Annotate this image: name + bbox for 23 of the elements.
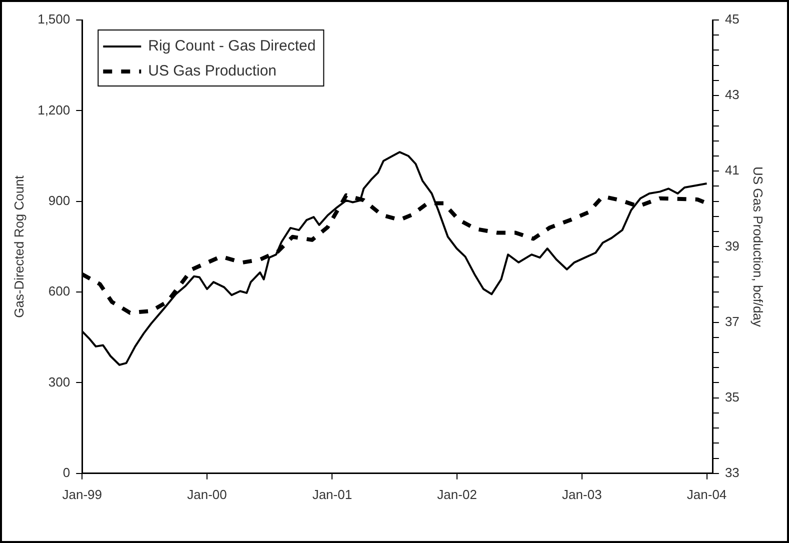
x-tick-label: Jan-02 <box>437 486 477 502</box>
y2-tick-label: 41 <box>724 162 740 178</box>
y2-tick-label: 33 <box>724 464 740 480</box>
y-tick-label: 300 <box>48 374 70 390</box>
x-tick-label: Jan-00 <box>187 486 227 502</box>
x-tick-label: Jan-03 <box>562 486 602 502</box>
y2-tick-label: 39 <box>724 238 740 254</box>
legend-label: US Gas Production <box>148 62 277 80</box>
x-tick-label: Jan-04 <box>686 486 727 502</box>
y2-tick-label: 43 <box>724 87 740 102</box>
y-tick-label: 600 <box>48 284 70 299</box>
y2-tick-label: 37 <box>724 314 740 329</box>
x-tick-label: Jan-99 <box>62 486 102 502</box>
y-tick-label: 0 <box>62 464 70 480</box>
y2-tick-label: 45 <box>724 12 740 27</box>
x-tick-label: Jan-01 <box>312 486 352 502</box>
y-axis-title: Gas-Directed Rog Count <box>11 175 26 318</box>
y-tick-label: 1,500 <box>38 12 70 27</box>
y-tick-label: 900 <box>48 192 70 208</box>
legend-label: Rig Count - Gas Directed <box>148 38 316 55</box>
y-tick-label: 1,200 <box>38 102 70 118</box>
y2-tick-label: 35 <box>724 389 740 404</box>
y2-axis-title: US Gas Production, bcf/day <box>750 166 766 328</box>
